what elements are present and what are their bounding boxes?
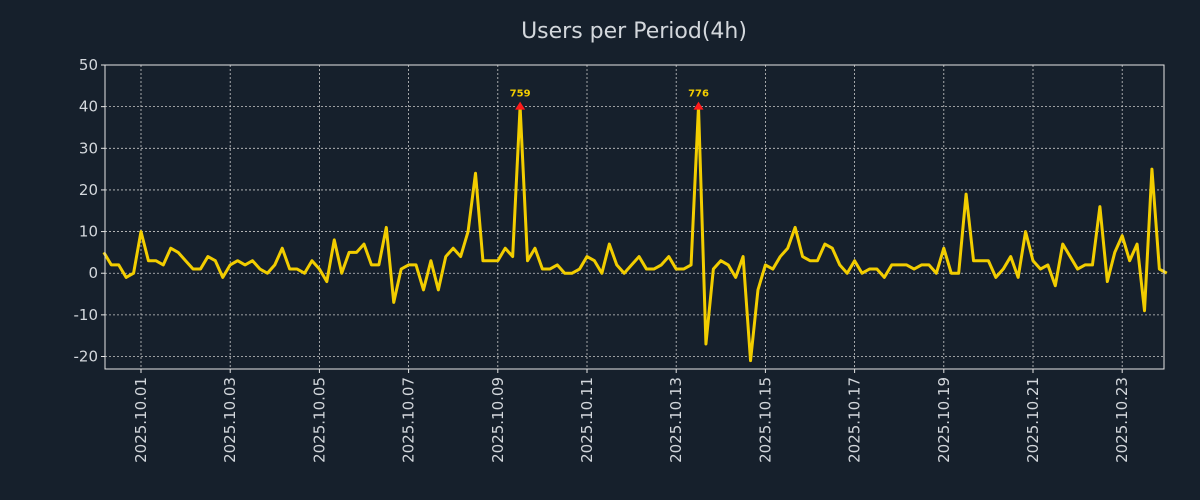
x-tick-label: 2025.10.19 (935, 377, 953, 463)
x-tick-label: 2025.10.07 (400, 377, 418, 463)
y-axis: -20 -10 0 10 20 30 40 50 (74, 56, 105, 366)
y-tick-label: 0 (88, 264, 98, 282)
y-tick-label: -10 (74, 306, 99, 324)
x-tick-label: 2025.10.15 (756, 377, 774, 463)
y-tick-label: 50 (79, 56, 98, 74)
clipped-marker-triangle (693, 101, 704, 110)
y-tick-label: 30 (79, 139, 98, 157)
x-tick-label: 2025.10.09 (489, 377, 507, 463)
series-line (102, 105, 1168, 363)
x-tick-label: 2025.10.11 (578, 377, 596, 463)
y-tick-label: 10 (79, 223, 98, 241)
grid (105, 64, 1164, 369)
x-tick-label: 2025.10.01 (132, 377, 150, 463)
annotations: 759 776 (510, 89, 709, 110)
plot-frame (104, 64, 1165, 370)
x-tick-label: 2025.10.23 (1113, 377, 1131, 463)
x-tick-label: 2025.10.21 (1024, 377, 1042, 463)
chart-title: Users per Period(4h) (521, 19, 747, 44)
annotation-label: 759 (510, 89, 531, 100)
x-tick-label: 2025.10.03 (221, 377, 239, 463)
annotation-label: 776 (688, 89, 709, 100)
y-tick-label: 40 (79, 98, 98, 116)
x-axis: 2025.10.01 2025.10.03 2025.10.05 2025.10.07… (132, 369, 1131, 463)
x-tick-label: 2025.10.13 (667, 377, 685, 463)
clipped-marker-triangle (515, 101, 526, 110)
series-users (102, 105, 1168, 363)
y-tick-label: 20 (79, 181, 98, 199)
x-tick-label: 2025.10.17 (846, 377, 864, 463)
y-tick-label: -20 (74, 348, 99, 366)
x-tick-label: 2025.10.05 (310, 377, 328, 463)
